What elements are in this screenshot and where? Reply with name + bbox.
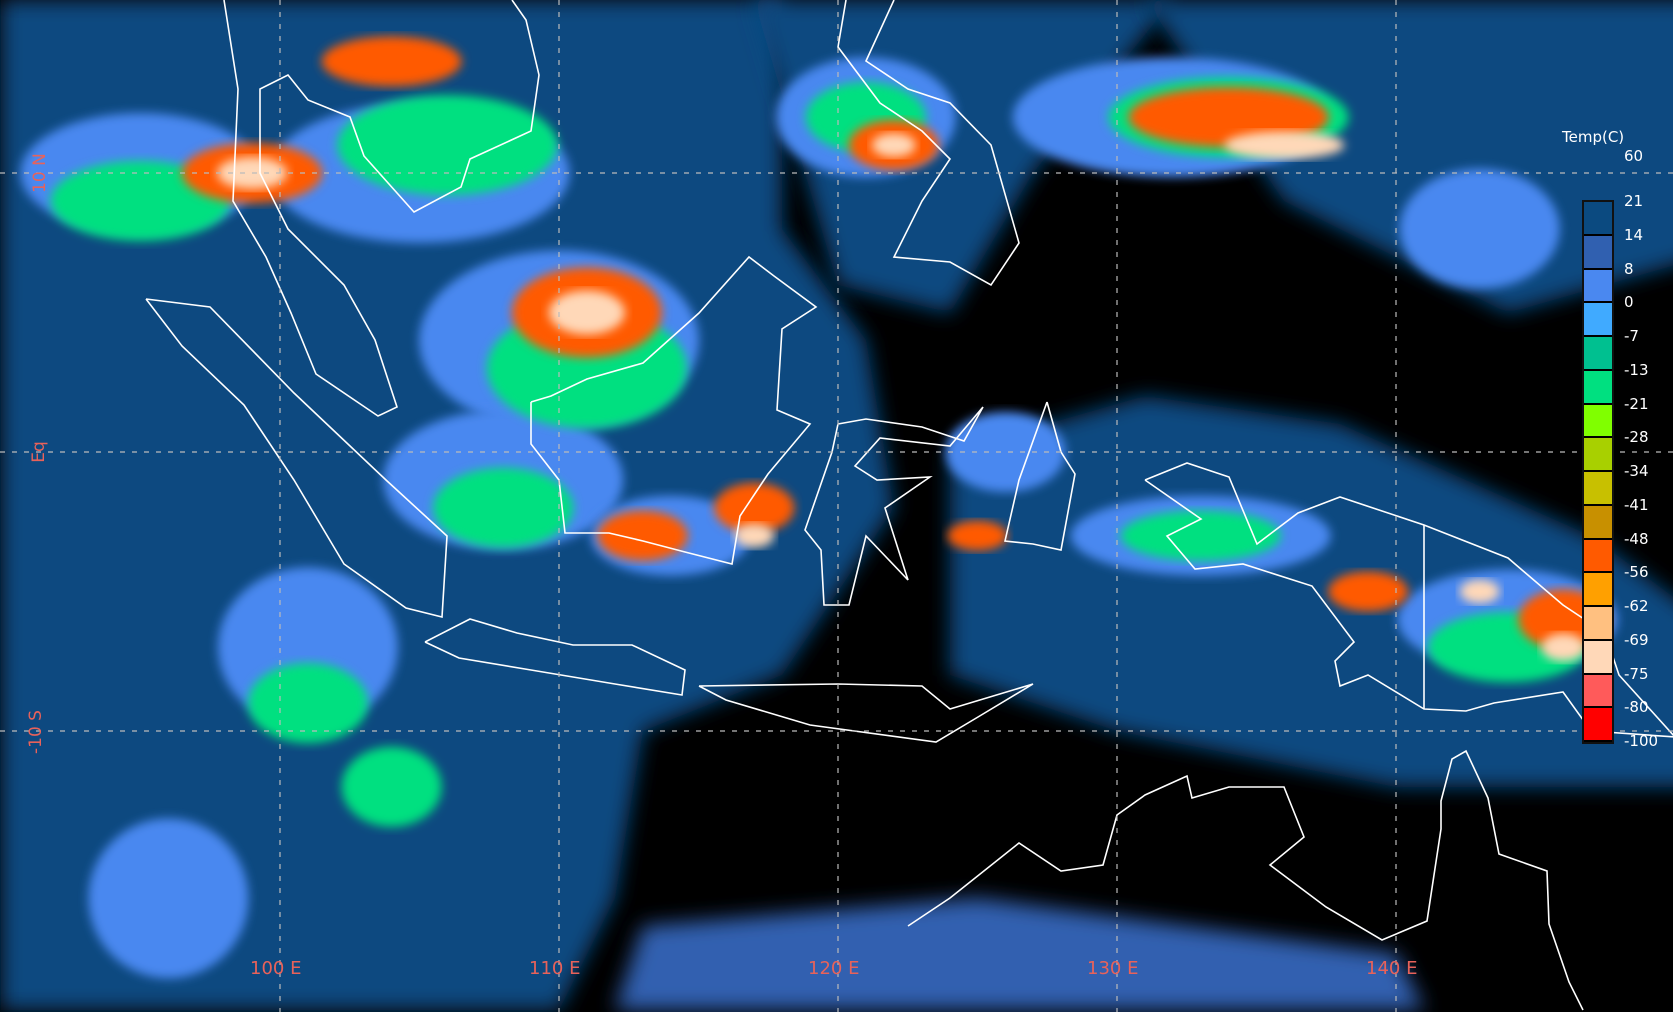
cloud-cluster-coldest bbox=[734, 523, 775, 548]
cloud-region-south bbox=[615, 898, 1424, 1010]
cloud-cluster-mid bbox=[1399, 168, 1560, 289]
cloud-cluster-coldest bbox=[1541, 633, 1586, 662]
colorbar-label: -75 bbox=[1624, 664, 1649, 683]
cloud-cluster-very-cold bbox=[714, 482, 795, 533]
coastline-philippines bbox=[837, 0, 1020, 287]
colorbar-swatch bbox=[1584, 607, 1612, 641]
colorbar-swatch bbox=[1584, 472, 1612, 506]
colorbar-label: 21 bbox=[1624, 192, 1644, 210]
colorbar-label: 60 bbox=[1624, 147, 1644, 165]
cloud-cluster-cold bbox=[337, 95, 558, 196]
colorbar-swatch bbox=[1584, 640, 1612, 675]
colorbar-label: 0 bbox=[1624, 293, 1634, 312]
colorbar-swatch bbox=[1584, 505, 1612, 540]
colorbar-label: -34 bbox=[1624, 462, 1649, 480]
colorbar-swatch bbox=[1584, 202, 1612, 236]
coastlines bbox=[145, 0, 1673, 1011]
colorbar-swatch bbox=[1584, 370, 1612, 405]
colorbar-label: -80 bbox=[1624, 698, 1649, 717]
cloud-cluster-very-cold bbox=[1328, 571, 1409, 612]
lon-label-100e: 100 E bbox=[250, 958, 302, 979]
coastline-mainland bbox=[223, 0, 540, 417]
coastline-nusa-tenggara bbox=[698, 683, 1034, 743]
temperature-colorbar bbox=[1582, 200, 1614, 744]
cloud-cluster-mid bbox=[88, 818, 249, 979]
coastline-australia bbox=[907, 749, 1584, 1011]
colorbar-label: 14 bbox=[1624, 225, 1644, 244]
lat-label-10s: -10 S bbox=[25, 710, 46, 754]
colorbar-label: -28 bbox=[1624, 428, 1649, 447]
coastline-sulawesi bbox=[804, 406, 984, 606]
colorbar-swatch bbox=[1584, 303, 1612, 337]
colorbar-label: -7 bbox=[1624, 327, 1639, 345]
colorbar-label: -48 bbox=[1624, 529, 1649, 548]
colorbar-label: -56 bbox=[1624, 563, 1649, 582]
colorbar-label: -62 bbox=[1624, 597, 1649, 615]
cloud-cluster-cold bbox=[341, 746, 442, 827]
colorbar-swatch bbox=[1584, 438, 1612, 472]
cloud-cluster-very-cold bbox=[321, 36, 462, 87]
colorbar-swatch bbox=[1584, 708, 1612, 742]
lon-label-140e: 140 E bbox=[1366, 958, 1418, 979]
colorbar-swatch bbox=[1584, 674, 1612, 709]
coastline-new-guinea bbox=[1144, 462, 1673, 738]
cloud-cluster-coldest bbox=[548, 290, 625, 335]
colorbar-swatch bbox=[1584, 404, 1612, 439]
lat-label-10n: 10 N bbox=[29, 153, 50, 193]
cloud-cluster-coldest bbox=[871, 133, 916, 158]
coastline-maluku bbox=[1004, 401, 1076, 551]
coastline-borneo bbox=[530, 255, 818, 565]
colorbar-label: -13 bbox=[1624, 360, 1649, 379]
lon-label-110e: 110 E bbox=[529, 958, 581, 979]
warm-region-east bbox=[950, 396, 1673, 787]
legend-title: Temp(C) bbox=[1562, 128, 1625, 146]
cloud-cluster-very-cold bbox=[947, 520, 1008, 551]
colorbar-swatch bbox=[1584, 337, 1612, 371]
coastline-java bbox=[424, 618, 686, 696]
cloud-cluster-cold bbox=[247, 663, 368, 744]
colorbar-label: 8 bbox=[1624, 259, 1634, 278]
lon-label-130e: 130 E bbox=[1087, 958, 1139, 979]
colorbar-swatch bbox=[1584, 269, 1612, 304]
coastline-sumatra bbox=[145, 298, 448, 619]
colorbar-label: -69 bbox=[1624, 630, 1649, 649]
cloud-cluster-cold bbox=[1120, 510, 1281, 561]
colorbar-swatch bbox=[1584, 235, 1612, 270]
colorbar-label: -100 bbox=[1624, 732, 1659, 750]
colorbar-swatch bbox=[1584, 573, 1612, 607]
cloud-cluster-very-cold bbox=[597, 510, 688, 561]
cloud-cluster-coldest bbox=[1224, 131, 1345, 160]
colorbar-label: -41 bbox=[1624, 495, 1649, 514]
cloud-cluster-cold bbox=[433, 467, 574, 548]
lon-label-120e: 120 E bbox=[808, 958, 860, 979]
cloud-cluster-coldest bbox=[1459, 579, 1500, 604]
colorbar-swatch bbox=[1584, 539, 1612, 574]
lat-label-equator: Eq bbox=[28, 441, 49, 463]
colorbar-label: -21 bbox=[1624, 394, 1649, 413]
